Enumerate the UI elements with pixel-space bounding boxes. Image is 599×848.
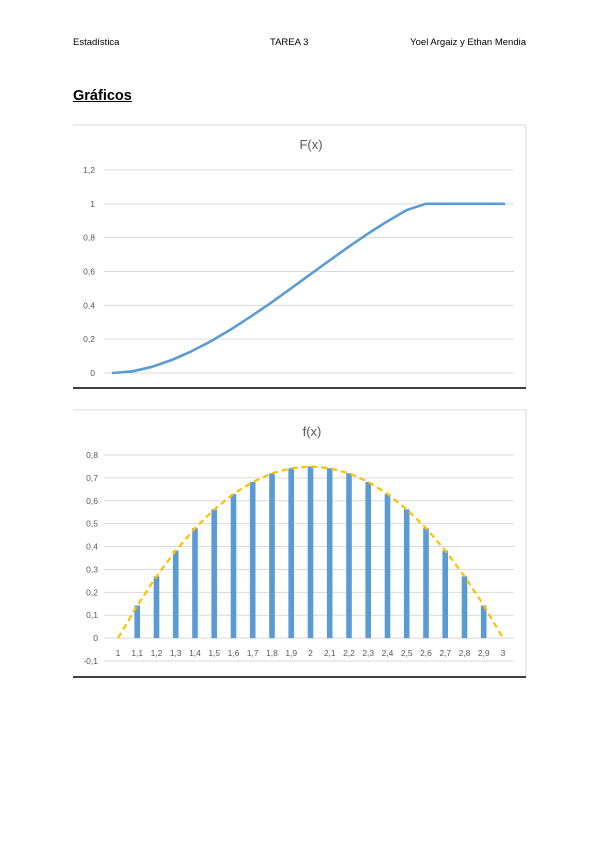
- chart2-bar: [423, 528, 429, 639]
- chart2-bar: [153, 576, 160, 639]
- chart2-bar: [211, 509, 217, 639]
- chart2-ytick-label: 0,6: [86, 496, 98, 506]
- chart2-ytick-label: 0,4: [86, 542, 98, 552]
- chart2-xtick-label: 1,4: [189, 648, 201, 658]
- header-subject: Estadística: [73, 37, 120, 48]
- chart2-bar: [134, 605, 140, 639]
- header-authors: Yoel Argaiz y Ethan Mendia: [410, 37, 526, 48]
- chart2-xtick-label: 1,2: [151, 648, 163, 658]
- chart1-ytick-label: 0: [90, 368, 95, 378]
- chart2-bar: [172, 550, 179, 639]
- chart2-xtick-label: 2,5: [401, 648, 413, 658]
- chart2-xtick-label: 2,1: [324, 648, 336, 658]
- chart2-xtick-label: 1,1: [131, 648, 143, 658]
- chart1-ytick-label: 0,8: [83, 233, 95, 243]
- chart2-ytick-label: 0,8: [86, 450, 98, 460]
- chart2-ytick-label: 0,2: [86, 587, 98, 597]
- chart2-bar: [249, 481, 256, 639]
- page-header: Estadística TAREA 3 Yoel Argaiz y Ethan …: [73, 37, 526, 51]
- chart2-xtick-label: 1: [116, 648, 121, 658]
- chart2-xtick-label: 1,6: [228, 648, 240, 658]
- chart2-xtick-label: 1,9: [285, 648, 297, 658]
- chart2-title: f(x): [303, 424, 322, 439]
- chart2-xtick-label: 2,9: [478, 648, 490, 658]
- chart2-bar: [442, 550, 448, 639]
- section-title: Gráficos: [73, 88, 132, 104]
- chart2-xtick-label: 1,7: [247, 648, 259, 658]
- chart2-bar: [230, 493, 237, 639]
- chart2-xtick-label: 2: [308, 648, 313, 658]
- chart1-ytick-label: 0,6: [83, 267, 95, 277]
- chart2-ytick-label: -0,1: [83, 656, 98, 666]
- chart1-ytick-label: 1,2: [83, 165, 95, 175]
- chart2-xtick-label: 3: [501, 648, 506, 658]
- chart1-ytick-label: 0,4: [83, 300, 95, 310]
- chart2-bar: [326, 468, 333, 639]
- chart2-bar: [192, 528, 198, 639]
- chart2-ytick-label: 0: [93, 633, 98, 643]
- chart2-xtick-label: 1,5: [208, 648, 220, 658]
- chart2-xtick-label: 2,4: [382, 648, 394, 658]
- header-assignment: TAREA 3: [270, 37, 309, 48]
- chart2-bar: [346, 473, 352, 639]
- chart2-ytick-label: 0,3: [86, 564, 98, 574]
- chart2-xtick-label: 1,8: [266, 648, 278, 658]
- chart2-xtick-label: 1,3: [170, 648, 182, 658]
- chart1-series-line: [111, 202, 506, 375]
- chart2-bar: [461, 576, 468, 639]
- chart2-xtick-label: 2,7: [439, 648, 451, 658]
- chart2-xtick-label: 2,3: [362, 648, 374, 658]
- chart2-ytick-label: 0,5: [86, 519, 98, 529]
- chart1-title: F(x): [299, 137, 322, 152]
- chart2-bar: [269, 473, 275, 639]
- chart1-ytick-label: 0,2: [83, 334, 95, 344]
- chart1-ytick-label: 1: [90, 199, 95, 209]
- chart2-xtick-label: 2,6: [420, 648, 432, 658]
- chart2-xtick-label: 2,2: [343, 648, 355, 658]
- chart2-bar: [365, 481, 371, 639]
- chart2-ytick-label: 0,1: [86, 610, 98, 620]
- chart2-ytick-label: 0,7: [86, 473, 98, 483]
- chart2-bar: [403, 509, 410, 639]
- chart2-bar: [307, 466, 314, 639]
- chart2-xtick-label: 2,8: [459, 648, 471, 658]
- chart2-bar: [288, 468, 294, 639]
- chart2-bar: [384, 493, 391, 639]
- chart2-trendline: [117, 465, 504, 639]
- chart2-bar: [480, 605, 487, 639]
